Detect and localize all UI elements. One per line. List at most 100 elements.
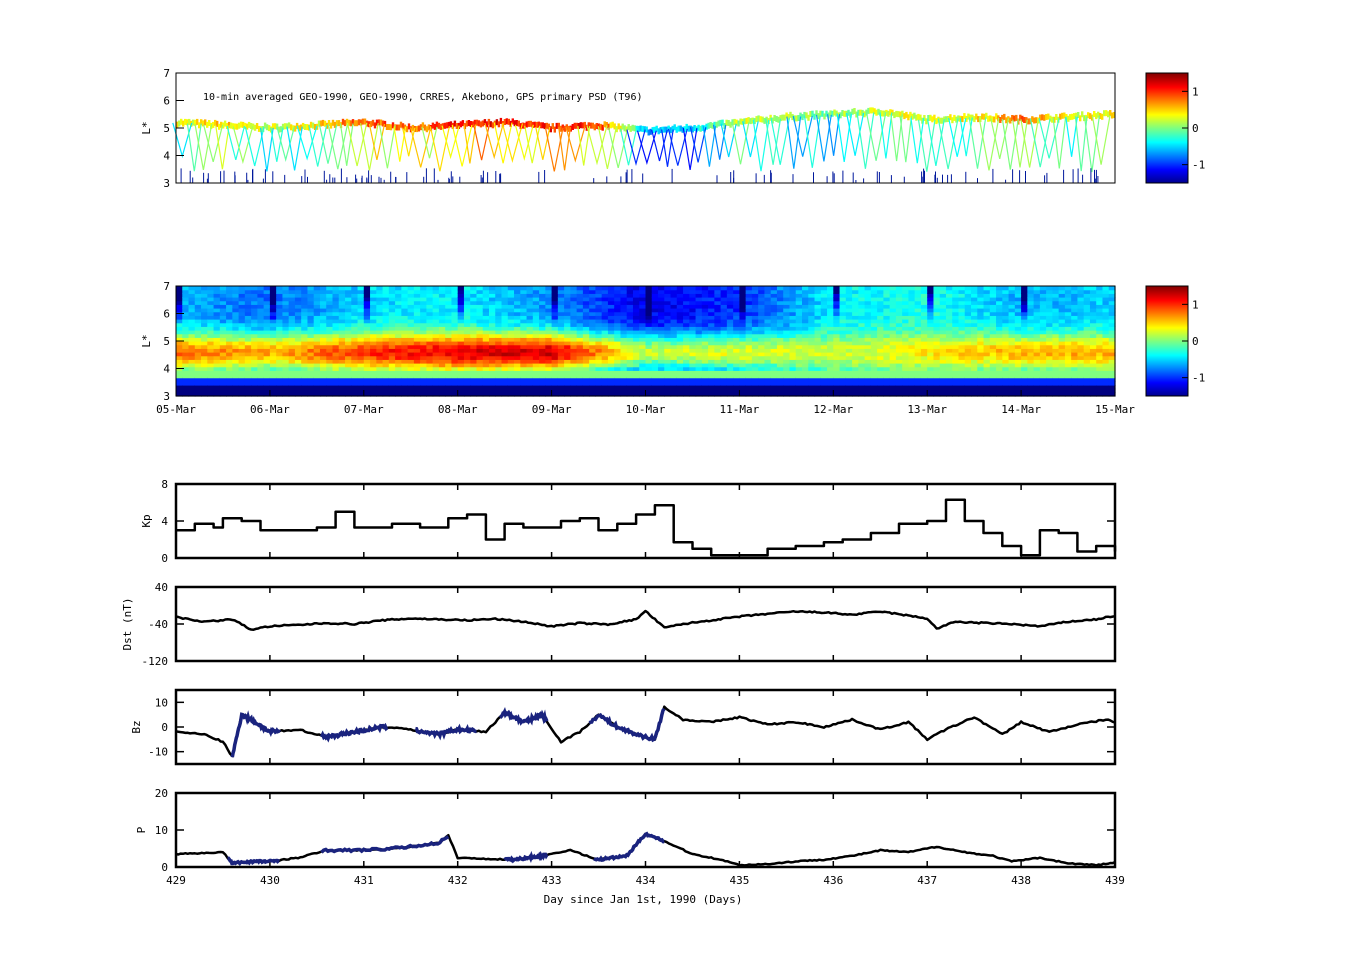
psd-model-cell bbox=[914, 381, 922, 386]
psd-model-cell bbox=[789, 304, 797, 309]
psd-model-cell bbox=[213, 315, 221, 320]
psd-model-cell bbox=[363, 289, 371, 294]
psd-model-cell bbox=[877, 359, 884, 364]
psd-model-cell bbox=[1027, 311, 1035, 316]
psd-model-cell bbox=[664, 297, 672, 302]
psd-model-cell bbox=[764, 388, 772, 393]
psd-model-cell bbox=[839, 300, 847, 305]
psd-model-cell bbox=[939, 366, 947, 371]
psd-model-cell bbox=[219, 333, 227, 338]
psd-model-cell bbox=[188, 392, 196, 397]
psd-model-cell bbox=[852, 333, 859, 338]
psd-model-cell bbox=[620, 315, 628, 320]
psd-model-cell bbox=[726, 363, 734, 368]
psd-model-cell bbox=[207, 300, 215, 305]
psd-model-cell bbox=[758, 286, 766, 291]
psd-model-cell bbox=[545, 385, 553, 390]
psd-model-cell bbox=[852, 330, 859, 335]
psd-model-cell bbox=[601, 304, 609, 309]
psd-model-cell bbox=[1021, 381, 1028, 386]
psd-model-cell bbox=[639, 286, 647, 291]
psd-model-cell bbox=[626, 344, 634, 349]
psd-model-cell bbox=[952, 308, 960, 313]
psd-model-cell bbox=[658, 366, 665, 371]
psd-obs-trace bbox=[558, 127, 571, 171]
psd-model-cell bbox=[620, 344, 628, 349]
psd-model-cell bbox=[520, 322, 528, 327]
psd-model-cell bbox=[645, 311, 653, 316]
psd-model-cell bbox=[269, 388, 277, 393]
psd-model-cell bbox=[964, 392, 972, 397]
psd-model-cell bbox=[582, 293, 590, 298]
psd-obs-point bbox=[535, 121, 538, 128]
psd-model-cell bbox=[626, 348, 634, 353]
psd-model-cell bbox=[933, 330, 941, 335]
psd-model-cell bbox=[1002, 377, 1010, 382]
psd-model-cell bbox=[632, 304, 640, 309]
psd-model-cell bbox=[977, 370, 985, 375]
psd-model-cell bbox=[307, 300, 315, 305]
psd-model-cell bbox=[526, 344, 534, 349]
psd-model-cell bbox=[551, 297, 559, 302]
psd-model-cell bbox=[345, 366, 352, 371]
psd-model-cell bbox=[269, 297, 277, 302]
psd-model-cell bbox=[1046, 352, 1053, 357]
psd-model-cell bbox=[883, 381, 891, 386]
psd-model-cell bbox=[632, 352, 640, 357]
psd-model-cell bbox=[526, 319, 534, 324]
psd-model-cell bbox=[269, 377, 277, 382]
psd-model-cell bbox=[532, 304, 540, 309]
psd-model-cell bbox=[294, 381, 302, 386]
psd-model-cell bbox=[827, 377, 834, 382]
psd-model-cell bbox=[726, 330, 734, 335]
psd-model-cell bbox=[1039, 315, 1047, 320]
psd-model-cell bbox=[313, 308, 321, 313]
psd-model-cell bbox=[539, 352, 546, 357]
psd-model-cell bbox=[332, 326, 340, 331]
psd-model-cell bbox=[564, 293, 571, 298]
psd-model-cell bbox=[201, 381, 208, 386]
psd-model-cell bbox=[257, 344, 265, 349]
psd-model-cell bbox=[288, 315, 296, 320]
psd-model-cell bbox=[219, 322, 227, 327]
psd-model-cell bbox=[476, 385, 484, 390]
psd-model-cell bbox=[1039, 326, 1047, 331]
psd-model-cell bbox=[463, 381, 471, 386]
psd-model-cell bbox=[432, 300, 440, 305]
psd-model-cell bbox=[276, 374, 284, 379]
psd-obs-point bbox=[1023, 117, 1026, 123]
psd-model-cell bbox=[426, 366, 434, 371]
psd-model-cell bbox=[182, 374, 190, 379]
psd-model-cell bbox=[883, 322, 891, 327]
psd-model-cell bbox=[977, 355, 985, 360]
psd-model-cell bbox=[595, 300, 603, 305]
psd-model-cell bbox=[1058, 322, 1066, 327]
psd-model-cell bbox=[920, 297, 928, 302]
psd-model-cell bbox=[808, 377, 816, 382]
psd-model-cell bbox=[582, 348, 590, 353]
psd-model-cell bbox=[489, 319, 496, 324]
psd-model-cell bbox=[401, 344, 409, 349]
psd-model-cell bbox=[770, 311, 778, 316]
psd-model-cell bbox=[1002, 363, 1010, 368]
psd-model-cell bbox=[376, 392, 384, 397]
psd-model-cell bbox=[532, 330, 540, 335]
psd-model-cell bbox=[388, 289, 396, 294]
psd-model-cell bbox=[438, 286, 446, 291]
psd-model-cell bbox=[319, 374, 327, 379]
psd-model-cell bbox=[770, 326, 778, 331]
psd-model-cell bbox=[495, 300, 503, 305]
psd-model-cell bbox=[864, 289, 872, 294]
psd-model-cell bbox=[276, 341, 284, 346]
psd-model-cell bbox=[658, 315, 665, 320]
psd-model-cell bbox=[201, 300, 208, 305]
psd-model-cell bbox=[726, 388, 734, 393]
psd-model-cell bbox=[238, 326, 246, 331]
psd-model-cell bbox=[194, 319, 202, 324]
psd-model-cell bbox=[808, 352, 816, 357]
psd-model-cell bbox=[827, 385, 834, 390]
psd-model-cell bbox=[526, 385, 534, 390]
psd-obs-point bbox=[1059, 113, 1062, 120]
psd-model-cell bbox=[620, 385, 628, 390]
